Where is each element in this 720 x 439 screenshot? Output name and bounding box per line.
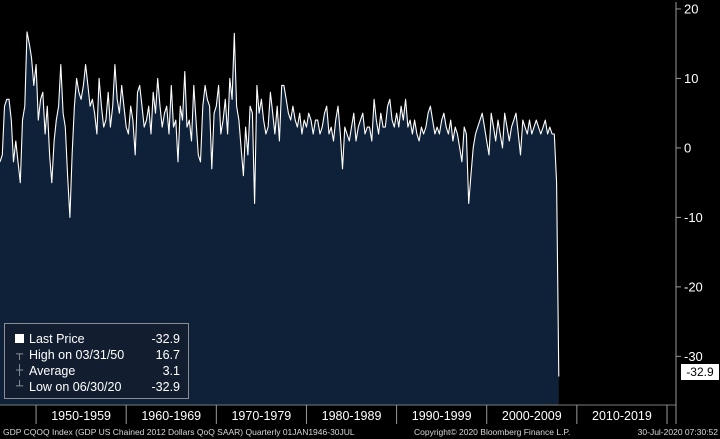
gdp-chart: 20 10 0 -10 -20 -30 1950-1959 1960-1969 1970-19… — [0, 1, 703, 424]
x-axis: 1950-1959 1960-1969 1970-1979 1980-1989 1990… — [51, 409, 652, 423]
low-label: Low on 06/30/20 — [29, 380, 122, 394]
average-value: 3.1 — [162, 364, 180, 378]
x-period-label: 2000-2009 — [502, 409, 562, 423]
last-price-tag: -32.9 — [681, 364, 719, 380]
average-marker-icon: ┼ — [16, 365, 24, 376]
low-value: -32.9 — [151, 380, 181, 394]
area-layer — [0, 31, 560, 406]
legend-low: ┴ Low on 06/30/20 -32.9 — [5, 379, 188, 395]
footer-timestamp: 30-Jul-2020 07:30:52 — [637, 427, 718, 437]
footer-series-description: GDP CQOQ Index (GDP US Chained 2012 Doll… — [3, 427, 355, 437]
last-price-value: -32.9 — [151, 332, 181, 346]
footer-copyright: Copyright© 2020 Bloomberg Finance L.P. — [414, 427, 571, 437]
last-price-label: Last Price — [29, 332, 85, 346]
legend-high: ┬ High on 03/31/50 16.7 — [5, 347, 188, 363]
legend-last-price: Last Price -32.9 — [5, 331, 188, 347]
y-tick-label: -10 — [684, 210, 703, 225]
high-marker-icon: ┬ — [16, 349, 24, 360]
x-period-label: 1970-1979 — [231, 409, 291, 423]
high-value: 16.7 — [155, 348, 180, 362]
y-tick-label: 20 — [684, 1, 698, 16]
legend: Last Price -32.9 ┬ High on 03/31/50 16.7… — [4, 323, 189, 399]
average-label: Average — [29, 364, 76, 378]
y-tick-label: 10 — [684, 71, 698, 86]
grid-layer — [0, 404, 677, 424]
last-price-swatch — [15, 334, 24, 343]
y-tick-label: 0 — [684, 140, 691, 155]
x-period-label: 1980-1989 — [322, 409, 382, 423]
y-axis: 20 10 0 -10 -20 -30 — [675, 1, 703, 405]
y-tick-label: -20 — [684, 279, 703, 294]
x-period-label: 1960-1969 — [141, 409, 201, 423]
legend-average: ┼ Average 3.1 — [5, 363, 188, 379]
low-marker-icon: ┴ — [16, 381, 24, 392]
series-area — [0, 31, 559, 406]
high-label: High on 03/31/50 — [29, 348, 125, 362]
y-tick-label: -30 — [684, 349, 703, 364]
x-period-label: 1950-1959 — [51, 409, 111, 423]
footer: GDP CQOQ Index (GDP US Chained 2012 Doll… — [0, 426, 720, 439]
x-period-label: 1990-1999 — [412, 409, 472, 423]
x-period-label: 2010-2019 — [592, 409, 652, 423]
series-line — [0, 31, 560, 377]
